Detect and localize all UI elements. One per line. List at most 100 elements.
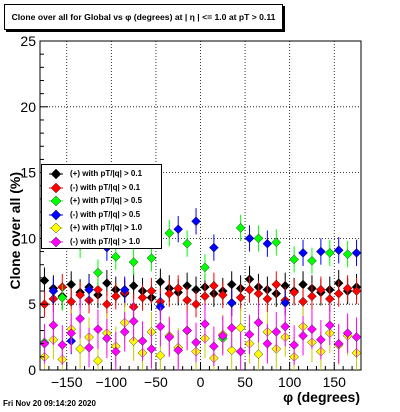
data-point xyxy=(342,249,353,259)
data-point xyxy=(218,290,228,300)
x-tick-label: 100 xyxy=(278,374,302,390)
legend-label: (-) with pT/|q| > 1.0 xyxy=(70,237,141,246)
data-point xyxy=(325,248,335,258)
data-point xyxy=(128,257,139,267)
data-point xyxy=(289,254,299,265)
data-point xyxy=(244,284,255,295)
data-point xyxy=(262,294,273,304)
data-point xyxy=(39,338,50,349)
data-point xyxy=(48,286,59,296)
x-tick-label: 50 xyxy=(237,374,253,390)
data-point xyxy=(271,237,282,248)
data-point xyxy=(66,328,76,338)
data-point xyxy=(235,292,246,303)
data-point xyxy=(226,345,237,356)
data-point xyxy=(48,320,59,331)
data-point xyxy=(342,283,353,294)
data-point xyxy=(200,319,210,329)
data-point xyxy=(298,248,308,258)
legend-entry: (-) with pT/|q| > 1.0 xyxy=(42,235,162,249)
grid-lines xyxy=(40,41,361,370)
data-point xyxy=(84,284,94,295)
data-point xyxy=(253,288,264,299)
data-point xyxy=(307,255,317,266)
y-tick-label: 25 xyxy=(20,33,36,49)
data-point xyxy=(155,277,166,287)
x-axis-label: φ (degrees) xyxy=(283,389,360,405)
data-point xyxy=(111,346,121,357)
data-point xyxy=(119,284,130,295)
data-point xyxy=(351,286,362,296)
data-point xyxy=(93,324,103,334)
data-point xyxy=(280,321,290,332)
data-point xyxy=(209,242,219,253)
data-point xyxy=(316,284,326,295)
data-point xyxy=(93,267,103,278)
data-point xyxy=(128,316,139,327)
data-point xyxy=(333,338,344,349)
data-point xyxy=(93,284,103,295)
data-point xyxy=(75,344,85,354)
y-tick-label: 15 xyxy=(20,165,36,181)
data-point xyxy=(253,349,264,359)
timestamp: Fri Nov 20 09:14:20 2020 xyxy=(3,399,96,408)
data-point xyxy=(325,320,335,331)
series-5 xyxy=(39,298,362,370)
data-point xyxy=(66,296,76,307)
legend-label: (+) with pT/|q| > 0.5 xyxy=(70,196,143,206)
data-point xyxy=(173,345,183,356)
data-point xyxy=(111,252,121,262)
data-point xyxy=(271,279,282,290)
data-point xyxy=(111,291,121,302)
data-point xyxy=(75,313,85,324)
data-point xyxy=(253,317,264,328)
data-point xyxy=(226,323,237,333)
data-point xyxy=(57,292,68,303)
legend-marker xyxy=(49,196,63,207)
data-point xyxy=(226,279,237,290)
data-point xyxy=(164,228,175,238)
data-point xyxy=(209,280,219,291)
data-point xyxy=(333,288,344,299)
data-point xyxy=(102,299,112,309)
data-point xyxy=(218,331,228,341)
data-point xyxy=(244,233,255,244)
x-tick-label: 0 xyxy=(197,374,205,390)
data-point xyxy=(57,340,68,350)
data-point xyxy=(298,331,308,341)
data-point xyxy=(307,324,317,334)
y-tick-label: 5 xyxy=(28,296,36,312)
data-point xyxy=(351,332,362,342)
data-point xyxy=(351,248,362,258)
data-point xyxy=(235,223,246,233)
data-point xyxy=(226,298,237,308)
data-point xyxy=(235,346,246,357)
legend-entry: (+) with pT/|q| > 0.1 xyxy=(42,167,162,181)
data-point xyxy=(128,280,139,291)
data-point xyxy=(262,238,273,249)
series-2 xyxy=(39,214,353,356)
y-axis-label: Clone over all (%) xyxy=(7,172,23,290)
x-tick-label: −100 xyxy=(96,374,128,390)
data-point xyxy=(93,356,103,366)
data-point xyxy=(173,224,183,234)
data-point xyxy=(262,338,273,349)
data-point xyxy=(84,342,94,353)
data-point xyxy=(200,291,210,302)
legend-entry: (-) with pT/|q| > 0.5 xyxy=(42,208,162,222)
data-point xyxy=(173,283,183,294)
legend-entry: (+) with pT/|q| > 1.0 xyxy=(42,221,162,235)
data-point xyxy=(342,328,353,338)
data-point xyxy=(182,325,192,336)
y-tick-label: 0 xyxy=(28,362,36,378)
data-point xyxy=(289,340,299,350)
x-tick-label: 150 xyxy=(323,374,347,390)
legend-marker xyxy=(49,209,63,220)
chart-title: Clone over all for Global vs φ (degrees)… xyxy=(11,12,276,22)
data-point xyxy=(271,327,282,337)
data-point xyxy=(316,334,326,345)
legend-label: (+) with pT/|q| > 1.0 xyxy=(70,223,143,233)
data-point xyxy=(146,253,157,263)
data-point xyxy=(298,296,308,307)
legend-label: (+) with pT/|q| > 0.1 xyxy=(70,169,143,178)
